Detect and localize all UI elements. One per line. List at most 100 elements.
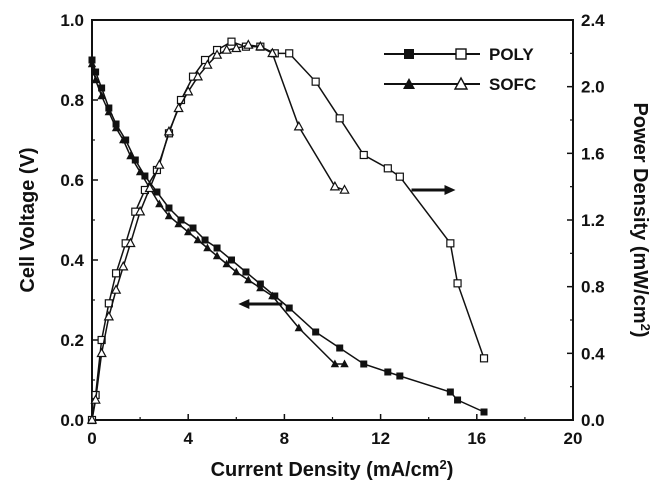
x-tick-label: 20 bbox=[564, 429, 583, 448]
data-point-sofc-left bbox=[222, 259, 231, 268]
left-y-tick-label: 0.0 bbox=[60, 411, 84, 430]
data-point-sofc-left bbox=[294, 323, 304, 332]
data-point-sofc-left bbox=[174, 219, 183, 228]
data-point-sofc-left bbox=[87, 59, 97, 68]
data-point-poly-left bbox=[454, 396, 462, 404]
data-point-sofc-right bbox=[110, 284, 122, 294]
data-point-poly-left bbox=[480, 408, 488, 416]
data-point-sofc-left bbox=[256, 283, 265, 292]
data-point-poly-left bbox=[153, 188, 161, 196]
left-y-axis-title: Cell Voltage (V) bbox=[17, 147, 39, 292]
data-point-sofc-left bbox=[97, 91, 106, 100]
right-y-tick-label: 1.2 bbox=[581, 211, 605, 230]
data-point-sofc-left bbox=[111, 123, 121, 132]
data-point-sofc-left bbox=[193, 235, 203, 244]
data-point-sofc-right bbox=[90, 394, 101, 404]
data-point-poly-left bbox=[141, 172, 149, 180]
legend-poly: POLY bbox=[384, 45, 534, 64]
legend-poly-open-marker bbox=[455, 48, 467, 60]
data-point-sofc-right bbox=[267, 47, 278, 58]
right-y-tick-label: 2.4 bbox=[581, 11, 605, 30]
data-point-poly-right bbox=[446, 239, 455, 248]
data-point-poly-right bbox=[359, 150, 368, 160]
data-point-sofc-left bbox=[104, 107, 114, 116]
series-line-sofc-left bbox=[91, 63, 345, 365]
data-point-poly-left bbox=[201, 236, 209, 244]
x-tick-label: 8 bbox=[280, 429, 289, 448]
data-point-sofc-left bbox=[135, 167, 145, 176]
data-point-sofc-right bbox=[134, 205, 146, 216]
data-point-sofc-right bbox=[231, 42, 242, 53]
annotation-arrows bbox=[238, 185, 456, 309]
x-tick-label: 12 bbox=[371, 429, 390, 448]
left-y-tick-label: 0.6 bbox=[60, 171, 84, 190]
right-y-tick-label: 2.0 bbox=[581, 78, 605, 97]
series-line-sofc-right bbox=[91, 44, 345, 421]
left-y-tick-label: 1.0 bbox=[60, 11, 84, 30]
right-y-axis-ticks: 0.0 0.4 0.8 1.2 1.6 2.0 2.4 bbox=[567, 11, 605, 430]
data-point-poly-right bbox=[311, 77, 320, 86]
legend: POLY SOFC bbox=[384, 45, 536, 94]
x-axis-ticks: 0 4 8 12 16 20 bbox=[87, 414, 582, 448]
data-point-poly-left bbox=[285, 304, 293, 312]
right-y-tick-label: 0.8 bbox=[581, 278, 605, 297]
series-layer bbox=[86, 37, 489, 425]
x-tick-label: 4 bbox=[183, 429, 193, 448]
data-point-poly-left bbox=[396, 372, 404, 380]
data-point-sofc-right bbox=[96, 347, 107, 358]
arrow-head bbox=[444, 185, 456, 195]
data-point-poly-right bbox=[200, 55, 210, 65]
data-point-sofc-left bbox=[232, 267, 241, 276]
x-tick-label: 16 bbox=[467, 429, 486, 448]
left-y-axis-ticks: 0.0 0.2 0.4 0.6 0.8 1.0 bbox=[60, 11, 98, 430]
data-point-sofc-left bbox=[212, 251, 222, 260]
legend-poly-label: POLY bbox=[489, 45, 534, 64]
data-point-poly-left bbox=[312, 328, 320, 336]
data-point-sofc-right bbox=[293, 120, 305, 131]
data-point-poly-right bbox=[111, 269, 121, 278]
right-y-tick-label: 0.0 bbox=[581, 411, 605, 430]
data-point-poly-left bbox=[446, 388, 454, 396]
data-point-poly-left bbox=[92, 68, 100, 76]
data-point-sofc-right bbox=[163, 125, 175, 136]
data-point-sofc-right bbox=[173, 102, 184, 113]
data-point-sofc-right bbox=[243, 39, 254, 49]
data-point-poly-left bbox=[213, 244, 221, 252]
arrow-head bbox=[238, 299, 250, 309]
data-point-sofc-right bbox=[329, 180, 341, 191]
data-point-poly-right bbox=[97, 335, 106, 345]
x-axis-title: Current Density (mA/cm2) bbox=[211, 457, 454, 482]
legend-sofc-filled-marker bbox=[403, 78, 415, 89]
data-point-sofc-left bbox=[155, 199, 164, 208]
data-point-sofc-right bbox=[86, 414, 98, 424]
data-point-sofc-right bbox=[144, 182, 155, 193]
series-sofc-left bbox=[87, 59, 349, 368]
left-y-tick-label: 0.2 bbox=[60, 331, 84, 350]
data-point-poly-left bbox=[242, 268, 250, 276]
legend-sofc-label: SOFC bbox=[489, 75, 536, 94]
left-y-tick-label: 0.4 bbox=[60, 251, 84, 270]
data-point-poly-left bbox=[227, 256, 235, 264]
data-point-sofc-right bbox=[118, 260, 129, 271]
data-point-poly-left bbox=[131, 156, 139, 164]
left-y-tick-label: 0.8 bbox=[60, 91, 84, 110]
data-point-sofc-left bbox=[164, 211, 174, 220]
data-point-sofc-left bbox=[203, 243, 212, 252]
right-y-tick-label: 1.6 bbox=[581, 144, 605, 163]
legend-sofc-open-marker bbox=[453, 76, 469, 90]
data-point-sofc-left bbox=[119, 135, 128, 144]
data-point-sofc-right bbox=[339, 184, 350, 194]
series-line-poly-left bbox=[91, 59, 485, 413]
data-point-sofc-left bbox=[244, 275, 253, 284]
data-point-poly-left bbox=[98, 84, 106, 92]
data-point-sofc-left bbox=[330, 359, 340, 368]
data-point-poly-right bbox=[227, 37, 236, 46]
right-y-axis-title: Power Density (mW/cm2) bbox=[629, 102, 653, 337]
data-point-sofc-right bbox=[202, 59, 213, 69]
data-point-sofc-left bbox=[126, 151, 135, 160]
legend-sofc: SOFC bbox=[384, 75, 536, 94]
data-point-poly-right bbox=[383, 164, 392, 173]
data-point-poly-left bbox=[177, 216, 185, 224]
data-point-poly-right bbox=[335, 114, 344, 123]
